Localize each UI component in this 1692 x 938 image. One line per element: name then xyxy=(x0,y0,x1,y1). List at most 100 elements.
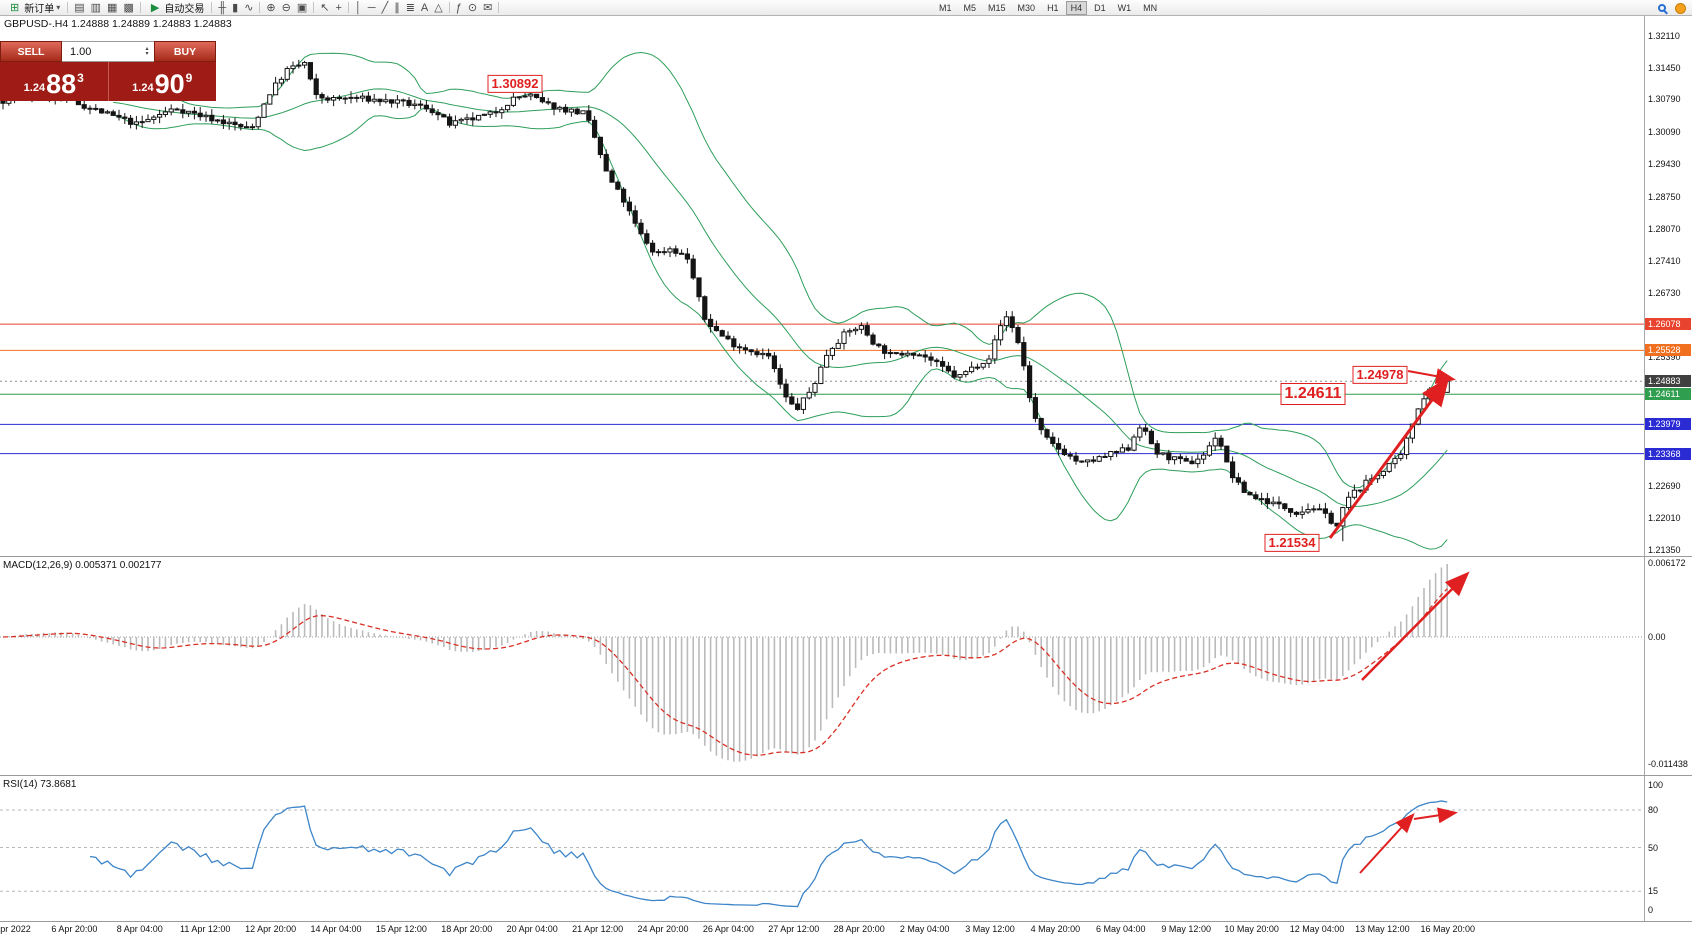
time-label: 11 Apr 12:00 xyxy=(180,924,231,934)
toolbar-separator xyxy=(67,2,69,13)
fibonacci-icon[interactable]: ≣ xyxy=(405,1,415,14)
time-label: 9 May 12:00 xyxy=(1161,924,1211,934)
panel-separator[interactable] xyxy=(0,556,1692,557)
help-icon[interactable] xyxy=(1675,2,1686,14)
one-click-trading-panel: SELL 1.00 ▴ ▾ BUY 1.24 88 3 1.24 90 9 xyxy=(0,41,216,101)
channel-icon[interactable]: ∥ xyxy=(394,1,400,14)
templates-icon[interactable]: ✉ xyxy=(483,1,493,14)
toolbar-separator xyxy=(211,2,213,13)
indicators-icon[interactable]: ƒ xyxy=(455,1,462,14)
data-window-icon[interactable]: ▥ xyxy=(90,1,102,14)
candlestick-icon[interactable]: ▮ xyxy=(232,1,239,14)
time-label: 16 May 20:00 xyxy=(1420,924,1476,934)
new-order-label: 新订单 xyxy=(24,4,55,15)
cursor-icon[interactable]: ↖ xyxy=(320,1,330,14)
timeframe-m15[interactable]: M15 xyxy=(988,3,1006,13)
search-icon[interactable] xyxy=(1658,4,1666,12)
tile-windows-icon[interactable]: ▣ xyxy=(296,1,308,14)
toolbar-right-group xyxy=(1658,0,1686,16)
toolbar-separator xyxy=(313,2,315,13)
price-axis-border xyxy=(1644,16,1645,921)
text-icon[interactable]: A xyxy=(420,1,429,14)
time-label: 4 May 20:00 xyxy=(1030,924,1081,934)
trendline-icon[interactable]: ╱ xyxy=(381,1,389,14)
sell-price-sup: 3 xyxy=(77,71,84,85)
time-label: 20 Apr 04:00 xyxy=(506,924,558,934)
time-label: 5 Apr 2022 xyxy=(0,924,31,934)
timeframe-mn[interactable]: MN xyxy=(1143,3,1158,13)
auto-trading-button[interactable]: ▶ 自动交易 xyxy=(144,0,208,16)
time-label: 28 Apr 20:00 xyxy=(833,924,885,934)
new-order-button[interactable]: ⊞ 新订单 ▾ xyxy=(3,0,64,16)
timeframe-h4[interactable]: H4 xyxy=(1065,1,1088,15)
chevron-down-icon: ▾ xyxy=(56,3,61,12)
time-label: 24 Apr 20:00 xyxy=(637,924,689,934)
timeframe-d1[interactable]: D1 xyxy=(1094,3,1106,13)
timeframe-m1[interactable]: M1 xyxy=(939,3,952,13)
spinner-up-icon[interactable]: ▴ xyxy=(145,45,149,52)
buy-price-sup: 9 xyxy=(185,71,193,85)
volume-input[interactable]: 1.00 ▴ ▾ xyxy=(62,41,154,62)
timeframe-m5[interactable]: M5 xyxy=(963,3,977,13)
time-label: 13 May 12:00 xyxy=(1355,924,1410,934)
price-chart[interactable] xyxy=(0,16,1692,556)
toolbar-separator xyxy=(498,2,500,13)
rsi-indicator-label: RSI(14) 73.8681 xyxy=(3,779,77,790)
crosshair-icon[interactable]: + xyxy=(335,1,342,14)
new-order-icon: ⊞ xyxy=(10,1,20,14)
buy-price-big: 90 xyxy=(154,69,185,99)
macd-indicator-label: MACD(12,26,9) 0.005371 0.002177 xyxy=(3,560,162,571)
sell-price-big: 88 xyxy=(46,69,77,99)
time-label: 6 May 04:00 xyxy=(1096,924,1146,934)
volume-spinner[interactable]: ▴ ▾ xyxy=(142,45,152,57)
zoom-out-icon[interactable]: ⊖ xyxy=(281,1,291,14)
time-label: 10 May 20:00 xyxy=(1224,924,1279,934)
spinner-down-icon[interactable]: ▾ xyxy=(145,50,149,57)
timeframe-m30[interactable]: M30 xyxy=(1017,3,1036,13)
sell-button[interactable]: SELL xyxy=(0,41,62,62)
time-label: 15 Apr 12:00 xyxy=(375,924,427,934)
volume-value: 1.00 xyxy=(70,45,92,58)
time-label: 6 Apr 20:00 xyxy=(51,924,98,934)
bar-chart-icon[interactable]: ╫ xyxy=(218,1,227,14)
toolbar-separator xyxy=(347,2,349,13)
navigator-icon[interactable]: ▦ xyxy=(107,1,118,14)
auto-trading-label: 自动交易 xyxy=(164,4,205,15)
terminal-icon[interactable]: ▩ xyxy=(123,1,134,14)
time-label: 26 Apr 04:00 xyxy=(702,924,754,934)
auto-trading-icon: ▶ xyxy=(150,1,160,14)
toolbar-separator xyxy=(139,2,141,13)
line-chart-icon[interactable]: ∿ xyxy=(244,1,254,14)
time-label: 3 May 12:00 xyxy=(965,924,1015,934)
sell-price-prefix: 1.24 xyxy=(23,82,46,94)
quote-line: GBPUSD-.H4 1.24888 1.24889 1.24883 1.248… xyxy=(4,18,232,30)
rsi-panel[interactable] xyxy=(0,776,1692,921)
periods-icon[interactable]: ⊙ xyxy=(467,1,478,14)
time-label: 18 Apr 20:00 xyxy=(441,924,493,934)
market-watch-icon[interactable]: ▤ xyxy=(74,1,85,14)
vertical-line-icon[interactable]: │ xyxy=(354,1,362,14)
buy-button[interactable]: BUY xyxy=(154,41,216,62)
timeframe-group: M1 M5 M15 M30 H1 H4 D1 W1 MN xyxy=(933,0,1163,16)
zoom-in-icon[interactable]: ⊕ xyxy=(266,1,276,14)
time-label: 27 Apr 12:00 xyxy=(768,924,820,934)
time-label: 2 May 04:00 xyxy=(899,924,950,934)
timeframe-w1[interactable]: W1 xyxy=(1117,3,1132,13)
macd-panel[interactable] xyxy=(0,557,1692,775)
horizontal-line-icon[interactable]: ─ xyxy=(367,1,376,14)
time-label: 8 Apr 04:00 xyxy=(116,924,163,934)
panel-separator[interactable] xyxy=(0,775,1692,776)
sell-price[interactable]: 1.24 88 3 xyxy=(0,62,108,101)
time-label: 12 Apr 20:00 xyxy=(245,924,297,934)
time-label: 21 Apr 12:00 xyxy=(572,924,624,934)
shapes-icon[interactable]: △ xyxy=(434,1,443,14)
toolbar-separator xyxy=(448,2,450,13)
toolbar-separator xyxy=(259,2,261,13)
buy-price[interactable]: 1.24 90 9 xyxy=(107,62,217,101)
timeframe-h1[interactable]: H1 xyxy=(1047,3,1059,13)
toolbar-icon-group: ▤ ▥ ▦ ▩ xyxy=(71,1,144,15)
time-label: 12 May 04:00 xyxy=(1289,924,1345,934)
panel-separator[interactable] xyxy=(0,921,1692,922)
toolbar: ⊞ 新订单 ▾ ▤ ▥ ▦ ▩ ▶ 自动交易 ╫ ▮ ∿ ⊕ ⊖ ▣ ↖ + │ ─ ╱ ∥ ≣ A △ ƒ ⊙ ✉ M… xyxy=(0,0,1692,16)
toolbar-icon-group: ╫ ▮ ∿ ⊕ ⊖ ▣ ↖ + │ ─ ╱ ∥ ≣ A △ ƒ ⊙ ✉ xyxy=(215,1,502,15)
